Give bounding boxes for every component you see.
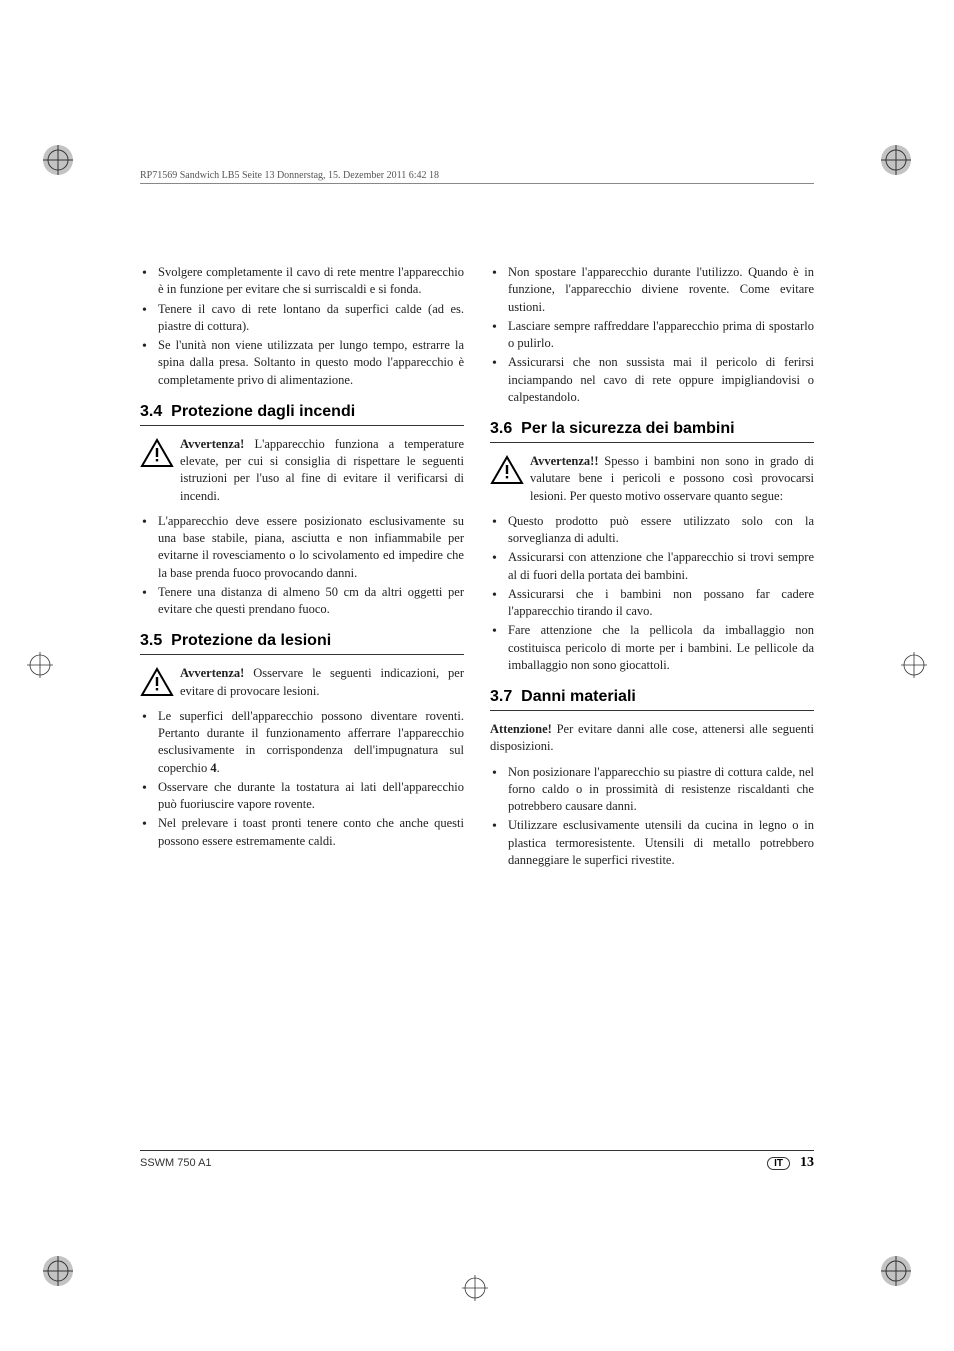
list-item: Le superfici dell'apparecchio possono di… (140, 708, 464, 777)
section-rule (490, 442, 814, 443)
page-number: 13 (800, 1155, 814, 1171)
list-item: Svolgere completamente il cavo di rete m… (140, 264, 464, 299)
warning-triangle-icon (140, 438, 174, 468)
warning-block: Avvertenza! Osservare le seguenti indica… (140, 665, 464, 700)
crop-mark-icon (460, 1273, 490, 1303)
crop-mark-icon (38, 1251, 78, 1291)
section-35-bullets: Le superfici dell'apparecchio possono di… (140, 708, 464, 850)
page-footer: SSWM 750 A1 IT 13 (140, 1150, 814, 1171)
warning-block: Avvertenza! L'apparecchio funziona a tem… (140, 436, 464, 505)
list-item: Assicurarsi che i bambini non possano fa… (490, 586, 814, 621)
section-title: Protezione da lesioni (171, 632, 331, 649)
list-item: Lasciare sempre raffreddare l'apparecchi… (490, 318, 814, 353)
warning-label: Avvertenza! (180, 437, 244, 451)
section-number: 3.6 (490, 420, 512, 437)
attention-label: Attenzione! (490, 722, 552, 736)
section-heading-35: 3.5 Protezione da lesioni (140, 632, 464, 650)
section-rule (490, 710, 814, 711)
print-header: RP71569 Sandwich LB5 Seite 13 Donnerstag… (140, 170, 814, 184)
list-item: L'apparecchio deve essere posizionato es… (140, 513, 464, 582)
crop-mark-icon (25, 650, 55, 680)
list-item: Non spostare l'apparecchio durante l'uti… (490, 264, 814, 316)
intro-bullets-right: Non spostare l'apparecchio durante l'uti… (490, 264, 814, 406)
list-item: Tenere una distanza di almeno 50 cm da a… (140, 584, 464, 619)
list-item: Assicurarsi con attenzione che l'apparec… (490, 549, 814, 584)
left-column: Svolgere completamente il cavo di rete m… (140, 264, 464, 883)
list-item: Osservare che durante la tostatura ai la… (140, 779, 464, 814)
crop-mark-icon (899, 650, 929, 680)
section-number: 3.4 (140, 403, 162, 420)
section-heading-34: 3.4 Protezione dagli incendi (140, 403, 464, 421)
language-badge: IT (767, 1157, 790, 1170)
list-item: Tenere il cavo di rete lontano da superf… (140, 301, 464, 336)
warning-block: Avvertenza!! Spesso i bambini non sono i… (490, 453, 814, 505)
section-heading-36: 3.6 Per la sicurezza dei bambini (490, 420, 814, 438)
section-36-bullets: Questo prodotto può essere utilizzato so… (490, 513, 814, 674)
warning-label: Avvertenza! (180, 666, 244, 680)
section-number: 3.7 (490, 688, 512, 705)
list-item: Assicurarsi che non sussista mai il peri… (490, 354, 814, 406)
crop-mark-icon (38, 140, 78, 180)
warning-triangle-icon (140, 667, 174, 697)
crop-mark-icon (876, 140, 916, 180)
crop-mark-icon (876, 1251, 916, 1291)
section-number: 3.5 (140, 632, 162, 649)
list-item: Questo prodotto può essere utilizzato so… (490, 513, 814, 548)
warning-label: Avvertenza!! (530, 454, 598, 468)
intro-bullets-left: Svolgere completamente il cavo di rete m… (140, 264, 464, 389)
section-rule (140, 425, 464, 426)
list-item: Se l'unità non viene utilizzata per lung… (140, 337, 464, 389)
section-title: Per la sicurezza dei bambini (521, 420, 734, 437)
section-title: Protezione dagli incendi (171, 403, 355, 420)
section-37-bullets: Non posizionare l'apparecchio su piastre… (490, 764, 814, 870)
warning-triangle-icon (490, 455, 524, 485)
section-34-bullets: L'apparecchio deve essere posizionato es… (140, 513, 464, 619)
section-rule (140, 654, 464, 655)
list-item: Fare attenzione che la pellicola da imba… (490, 622, 814, 674)
list-item: Non posizionare l'apparecchio su piastre… (490, 764, 814, 816)
list-item: Nel prelevare i toast pronti tenere cont… (140, 815, 464, 850)
section-title: Danni materiali (521, 688, 636, 705)
attention-block: Attenzione! Per evitare danni alle cose,… (490, 721, 814, 756)
section-heading-37: 3.7 Danni materiali (490, 688, 814, 706)
list-item: Utilizzare esclusivamente utensili da cu… (490, 817, 814, 869)
right-column: Non spostare l'apparecchio durante l'uti… (490, 264, 814, 883)
footer-model: SSWM 750 A1 (140, 1157, 212, 1169)
